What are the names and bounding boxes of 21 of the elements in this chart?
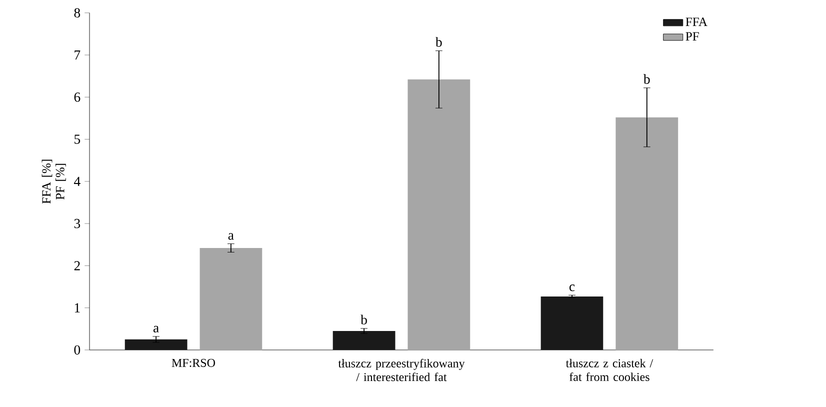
- y-tick-label: 6: [74, 92, 80, 102]
- y-tick-label: 0: [74, 345, 80, 355]
- y-tick-label: 8: [74, 8, 80, 18]
- data-label: c: [569, 284, 575, 292]
- x-tick-label: tłuszcz przeestryfikowany / interesterified fat: [338, 358, 465, 382]
- y-tick-label: 4: [74, 176, 80, 186]
- y-axis-title: FFA [%] PF [%]: [42, 160, 66, 204]
- legend-label: FFA: [686, 18, 708, 26]
- data-label: b: [435, 37, 442, 47]
- data-label: b: [643, 74, 650, 84]
- y-tick-label: 3: [74, 218, 80, 228]
- y-tick-label: 2: [74, 261, 80, 270]
- x-tick-label: MF:RSO: [172, 358, 216, 367]
- data-label: a: [154, 326, 159, 332]
- y-tick-label: 5: [74, 134, 80, 144]
- y-tick-label: 1: [74, 303, 80, 312]
- x-tick-label: tłuszcz z ciastek / fat from cookies: [566, 358, 654, 381]
- y-tick-label: 7: [74, 50, 80, 60]
- legend-label: PF: [686, 32, 699, 40]
- data-label: b: [360, 314, 367, 324]
- data-label: a: [228, 233, 234, 240]
